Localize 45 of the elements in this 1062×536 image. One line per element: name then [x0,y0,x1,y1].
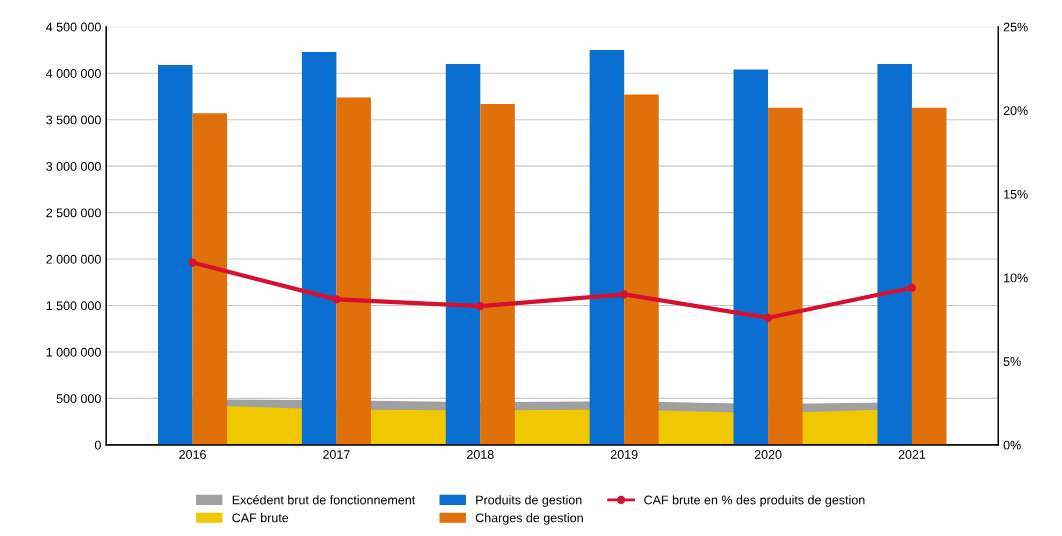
point [476,301,485,311]
bar [589,50,625,445]
y-tick-label: 3 500 000 [46,115,101,125]
x-tick-label: 2017 [323,450,350,459]
point [763,313,773,322]
bar [624,94,659,445]
legend-label: CAF brute [232,513,289,523]
x-tick-label: 2019 [610,450,638,459]
bar [911,107,947,445]
y2-tick-label: 25% [1003,22,1028,32]
point [620,290,629,299]
bar [480,103,515,445]
y-tick-label: 4 500 000 [46,22,101,32]
y-tick-label: 2 000 000 [46,254,101,264]
x-tick-label: 2018 [467,450,494,459]
legend-label: CAF brute en % des produits de gestion [644,495,865,507]
bar [158,64,193,445]
y2-tick-label: 15% [1004,189,1028,199]
y-tick-label: 500 000 [56,394,101,404]
bar [877,63,912,445]
bar [733,69,769,445]
y2-tick-label: 20% [1003,106,1028,116]
legend-label: Charges de gestion [475,513,583,525]
y-tick-label: 3 000 000 [46,161,101,171]
y-tick-label: 4 000 000 [46,69,101,78]
y-tick-label: 0 [94,440,101,450]
y2-tick-label: 5% [1003,357,1021,366]
x-tick-label: 2020 [754,450,782,459]
y2-tick-label: 10% [1004,273,1028,283]
x-tick-label: 2021 [898,450,926,459]
y2-tick-label: 0% [1003,440,1021,450]
point [332,295,341,304]
bar [336,97,371,445]
bar [768,107,803,445]
bar [301,51,337,445]
y-tick-label: 2 500 000 [46,208,101,218]
point [188,258,197,267]
y-tick-label: 1 500 000 [46,301,101,311]
bar [445,63,481,445]
point [907,283,917,292]
x-tick-label: 2016 [179,450,206,459]
legend-label: Produits de gestion [476,495,582,507]
y-tick-label: 1 000 000 [46,347,101,357]
legend-label: Excédent brut de fonctionnement [232,495,416,505]
bar [192,113,228,445]
